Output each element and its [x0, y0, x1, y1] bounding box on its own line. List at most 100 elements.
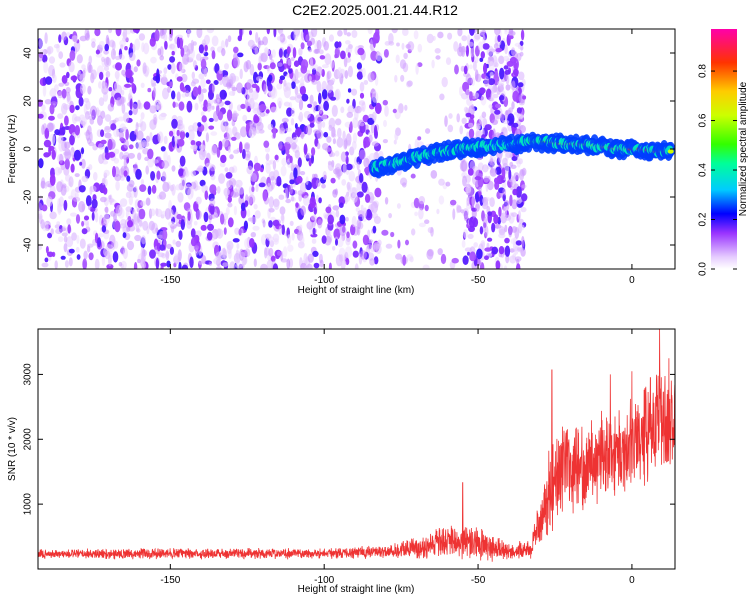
spectrogram-cell: [115, 180, 120, 191]
spectrogram-cell: [64, 115, 69, 126]
spectrogram-cell: [434, 48, 441, 54]
spectrogram-cell: [303, 195, 310, 206]
spectrogram-cell: [316, 80, 322, 93]
spectrogram-cell: [438, 178, 445, 186]
spectrogram-cell: [132, 29, 140, 33]
spectrogram-cell: [335, 238, 338, 246]
spectrogram-cell: [114, 148, 120, 155]
spectrogram-cell: [64, 158, 70, 170]
spectrogram-cell: [465, 186, 472, 194]
spectrogram-cell: [171, 183, 176, 196]
y-tick-label: 40: [23, 47, 34, 59]
y-tick-label: 0: [23, 146, 34, 152]
spectrogram-cell: [38, 245, 43, 251]
spectrogram-cell: [306, 40, 313, 47]
spectrogram-cell: [425, 128, 431, 134]
spectrogram-cell: [137, 258, 141, 264]
spectrogram-cell: [59, 134, 64, 143]
spectrogram-cell: [287, 244, 294, 252]
spectrogram-cell: [61, 232, 68, 237]
spectrogram-cell: [469, 108, 475, 115]
spectrogram-cell: [500, 113, 505, 122]
spectrogram-cell: [283, 141, 291, 151]
spectrogram-cell: [68, 257, 73, 267]
spectrogram-cell: [235, 179, 243, 188]
spectrogram-cell: [74, 125, 81, 136]
spectrogram-cell: [213, 110, 220, 122]
spectrogram-cell: [60, 102, 68, 115]
spectrogram-cell: [210, 174, 216, 181]
spectrogram-cell: [494, 109, 501, 115]
spectrogram-cell: [89, 185, 97, 192]
spectrogram-cell: [333, 228, 341, 240]
spectrogram-cell: [204, 34, 210, 45]
spectrogram-cell: [326, 70, 332, 80]
spectrogram-cell: [240, 202, 246, 212]
spectrogram-cell: [46, 196, 53, 208]
spectrogram-cell: [519, 40, 524, 47]
spectrogram-cell: [356, 71, 363, 80]
colorbar-tick-label: 0.4: [698, 163, 709, 177]
spectrogram-cell: [267, 83, 273, 92]
spectrogram-cell: [365, 124, 369, 131]
spectrogram-cell: [509, 194, 513, 207]
spectrogram-cell: [356, 181, 362, 191]
spectrogram-cell: [190, 140, 196, 146]
spectrogram-cell: [268, 220, 273, 228]
spectrogram-cell: [58, 196, 64, 207]
spectrogram-cell: [134, 38, 141, 51]
spectrogram-cell: [172, 239, 176, 245]
spectrogram-cell: [142, 62, 147, 74]
spectrogram-cell: [502, 119, 510, 125]
spectrogram-cell: [81, 158, 86, 169]
spectrogram-cell: [58, 51, 64, 59]
spectrogram-cell: [178, 168, 184, 177]
spectrogram-cell: [60, 255, 66, 260]
spectrogram-cell: [448, 113, 453, 119]
spectrogram-cell: [183, 169, 190, 178]
spectrogram-cell: [294, 149, 300, 159]
spectrogram-cell: [345, 47, 349, 54]
spectrogram-cell: [172, 101, 176, 108]
spectrogram-cell: [316, 66, 323, 76]
spectrogram-cell: [103, 82, 108, 91]
spectrogram-cell: [331, 133, 337, 138]
spectrogram-cell: [62, 183, 67, 189]
spectrogram-cell: [89, 105, 98, 118]
spectrogram-cell: [273, 29, 277, 38]
spectrogram-cell: [216, 266, 222, 269]
spectrogram-cell: [282, 246, 288, 258]
spectrogram-cell: [277, 97, 283, 107]
spectrogram-cell: [88, 115, 95, 121]
spectrogram-cell: [287, 59, 292, 66]
spectrogram-cell: [71, 35, 79, 43]
spectrogram-cell: [335, 166, 341, 178]
spectrogram-cell: [71, 113, 78, 124]
spectrogram-cell: [127, 152, 135, 159]
spectrogram-cell: [300, 205, 307, 216]
spectrogram-cell: [312, 227, 316, 235]
spectrogram-cell: [211, 144, 218, 156]
spectrogram-cell: [346, 231, 350, 239]
spectrogram-cell: [127, 220, 133, 228]
spectrogram-cell: [426, 33, 434, 44]
spectrogram-cell: [472, 217, 479, 228]
spectrogram-cell: [42, 85, 47, 97]
spectrogram-cell: [209, 198, 216, 207]
spectrogram-cell: [163, 67, 168, 75]
spectrogram-cell: [344, 138, 348, 149]
snr-series-line: [38, 329, 675, 562]
spectrogram-cell: [395, 54, 400, 64]
spectrogram-cell: [121, 102, 126, 114]
spectrogram-cell: [462, 208, 469, 218]
spectrogram-cell: [334, 150, 340, 157]
spectrogram-cell: [268, 196, 274, 209]
spectrogram-cell: [201, 88, 207, 93]
spectrogram-cell: [305, 176, 309, 186]
spectrogram-cell: [349, 121, 353, 133]
spectrogram-cell: [483, 62, 488, 75]
spectrogram-cell: [340, 151, 347, 163]
spectrogram-cell: [293, 60, 300, 67]
spectrogram-cell: [468, 64, 473, 70]
figure-title: C2E2.2025.001.21.44.R12: [292, 2, 458, 18]
